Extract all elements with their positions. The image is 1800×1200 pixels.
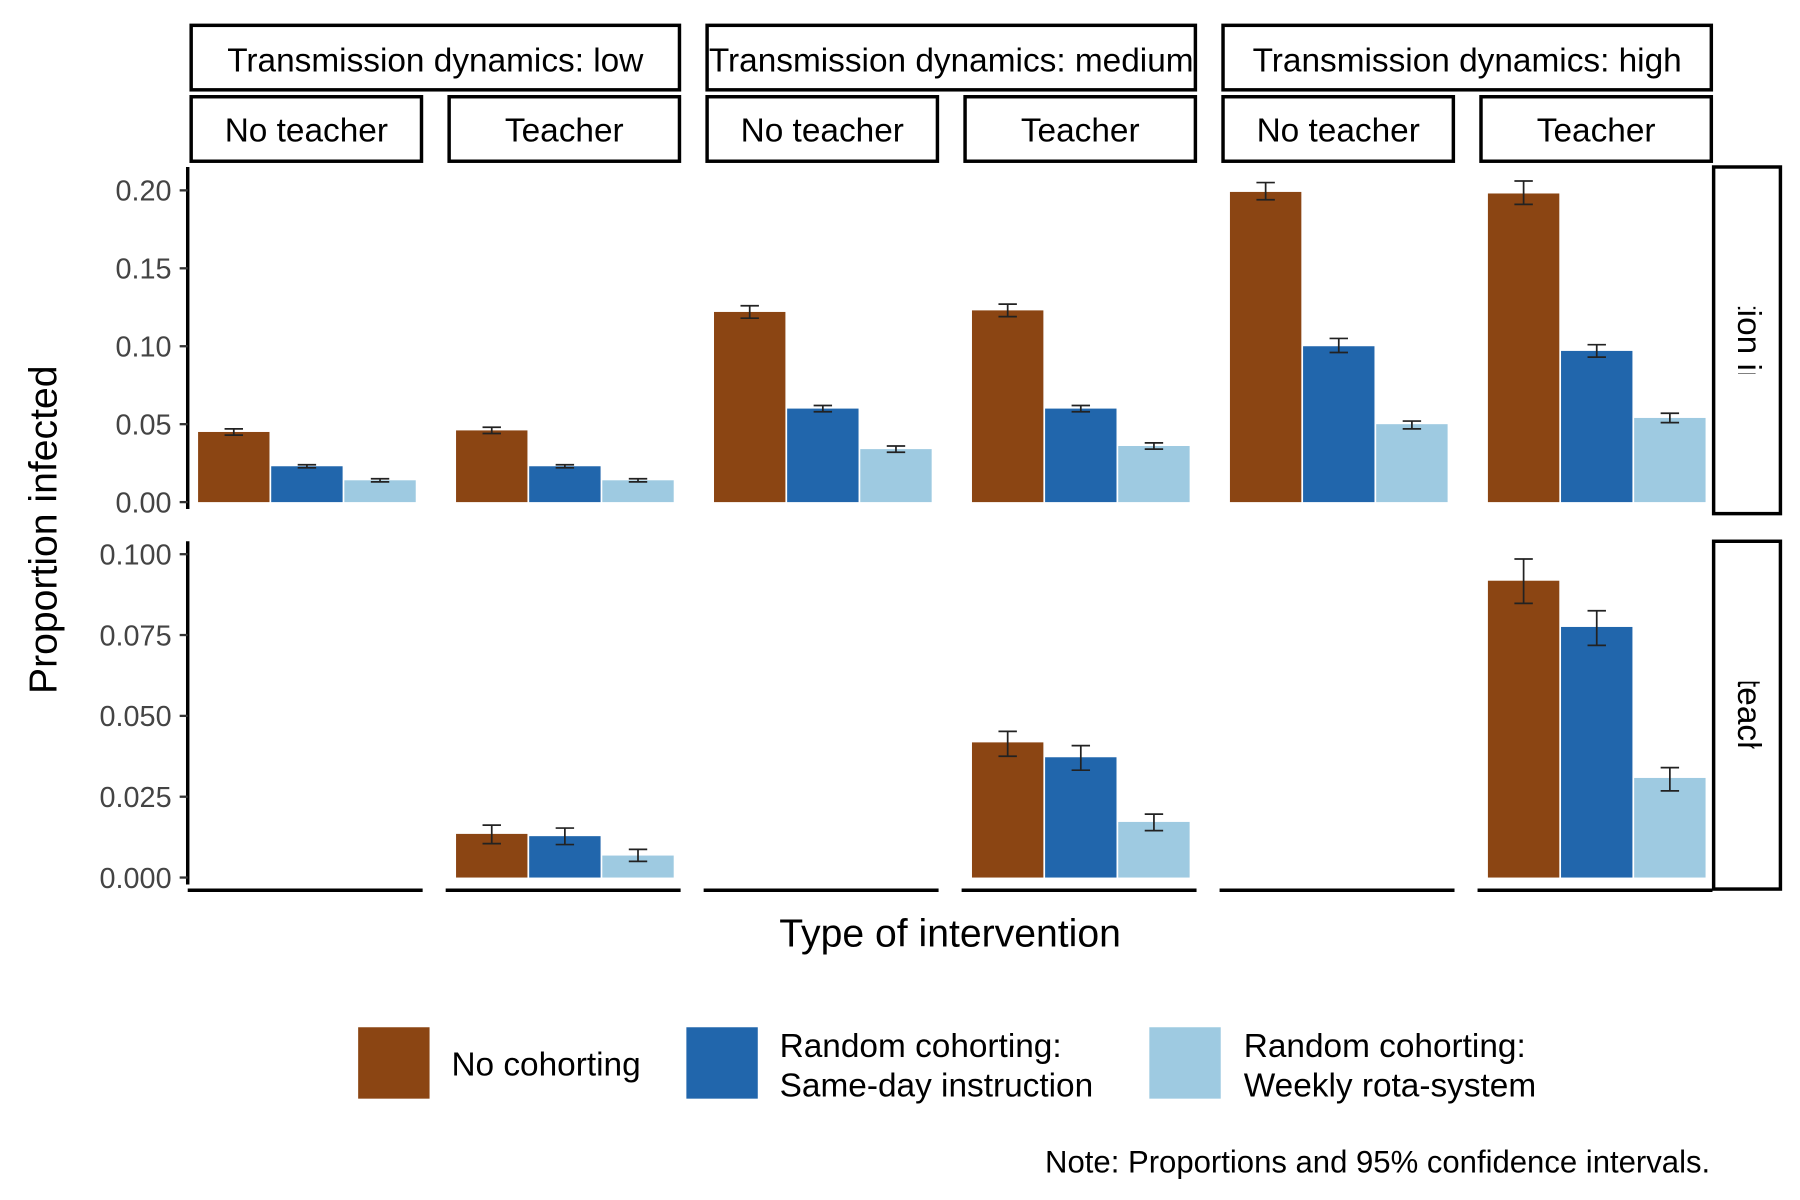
bar: [602, 480, 674, 503]
strip-box: [705, 95, 940, 163]
bar: [971, 310, 1044, 503]
y-tick-label: 0.100: [100, 540, 172, 572]
strip-label-dynamics: Transmission dynamics: low: [227, 42, 644, 79]
bar: [971, 742, 1044, 878]
legend-swatch: [686, 1027, 758, 1099]
legend-label-line: Random cohorting:: [780, 1028, 1062, 1065]
legend: No cohorting Random cohorting: Same-day in…: [358, 1027, 1536, 1104]
legend-label-line: Random cohorting:: [1244, 1028, 1526, 1065]
y-tick-label: 0.10: [116, 332, 172, 364]
bar: [1303, 346, 1375, 503]
strip-box: [1479, 95, 1714, 163]
strip-label-teacher: Teacher: [1021, 113, 1140, 150]
bar: [1118, 445, 1190, 503]
legend-label: Random cohorting: Same-day instruction: [780, 1028, 1094, 1104]
y-axis-title: Proportion infected: [22, 365, 65, 694]
bar: [1634, 417, 1706, 503]
strip-label-teacher: Teacher: [505, 113, 624, 150]
axes: 0.00 0.05 0.10 0.15 0.20 0.000 0.025 0.050 0.075…: [100, 166, 1713, 895]
y-tick-label: 0.05: [116, 410, 172, 442]
strip-box: [705, 23, 1198, 92]
y-tick-label: 0.15: [116, 254, 172, 286]
chart-panels: [198, 180, 1706, 878]
legend-label: Random cohorting: Weekly rota-system: [1244, 1028, 1536, 1104]
facet-strips: Transmission dynamics: low Transmission d…: [189, 23, 1783, 916]
strip-label-row: Proportion infected: [1730, 200, 1767, 480]
bar: [198, 431, 270, 503]
legend-label-line: Weekly rota-system: [1244, 1067, 1536, 1104]
strip-label-teacher: No teacher: [1257, 113, 1420, 150]
strip-box: [1221, 95, 1456, 163]
y-tick-label: 0.000: [100, 863, 172, 895]
bar: [1487, 580, 1560, 878]
bar: [860, 449, 932, 503]
bar: [1561, 626, 1633, 878]
y-tick-label: 0.075: [100, 620, 172, 652]
y-tick-label: 0.20: [116, 176, 172, 208]
legend-label-line: No cohorting: [451, 1047, 640, 1084]
y-tick-label: 0.025: [100, 782, 172, 814]
bar: [344, 480, 416, 503]
y-tick-label: 0.00: [116, 487, 172, 519]
strip-box: [189, 23, 682, 92]
bar: [602, 855, 674, 878]
strip-label-dynamics: Transmission dynamics: medium: [709, 42, 1194, 79]
y-tick-label: 0.050: [100, 701, 172, 733]
bar: [714, 311, 786, 503]
strip-label-dynamics: Transmission dynamics: high: [1253, 42, 1682, 79]
bar: [1561, 350, 1633, 503]
strip-box: [447, 95, 682, 163]
strip-box: [1711, 539, 1783, 891]
legend-label-line: Same-day instruction: [780, 1067, 1094, 1104]
legend-swatch: [1149, 1027, 1221, 1099]
bar: [1045, 757, 1117, 878]
strip-box: [963, 95, 1198, 163]
strip-box: [1711, 165, 1783, 516]
strip-label-teacher: Teacher: [1537, 113, 1656, 150]
bar: [1229, 191, 1302, 503]
bar: [1376, 424, 1448, 503]
strip-label-teacher: No teacher: [741, 113, 904, 150]
bar: [1487, 193, 1560, 503]
strip-label-row: Proportion teacher infected: [1730, 515, 1767, 916]
legend-label: No cohorting: [451, 1047, 640, 1084]
bar: [1045, 408, 1117, 503]
strip-label-teacher: No teacher: [225, 113, 388, 150]
bar: [456, 430, 528, 503]
legend-swatch: [358, 1027, 430, 1099]
bar: [787, 408, 859, 503]
chart-note: Note: Proportions and 95% confidence int…: [1045, 1144, 1710, 1179]
strip-box: [1221, 23, 1714, 92]
bar: [529, 466, 601, 503]
bar: [271, 466, 343, 503]
bar: [1634, 777, 1706, 878]
x-axis-title: Type of intervention: [779, 913, 1121, 956]
strip-box: [189, 95, 424, 163]
